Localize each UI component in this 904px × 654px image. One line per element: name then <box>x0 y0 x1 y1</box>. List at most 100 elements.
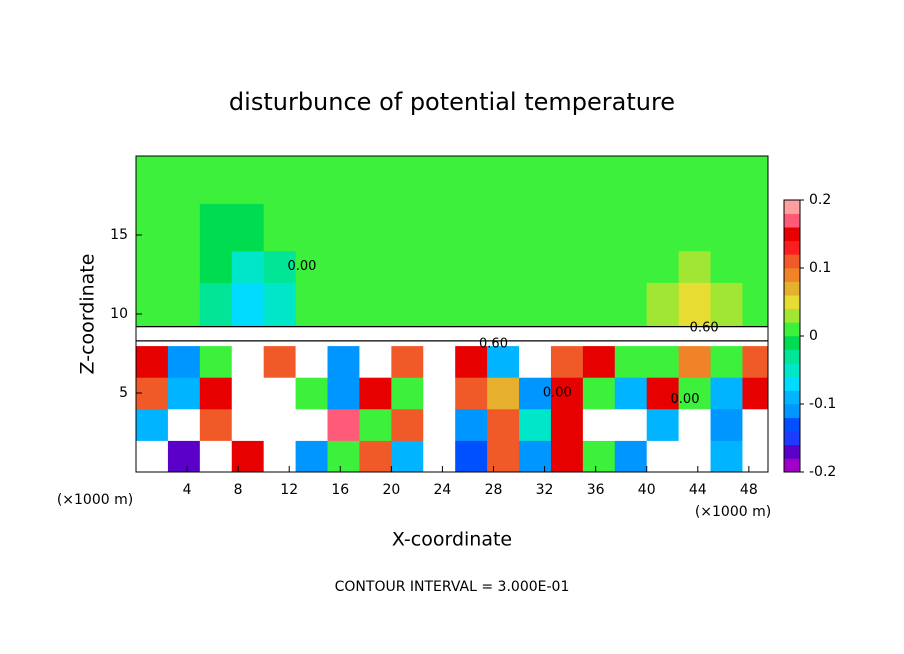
field-cell <box>455 345 488 378</box>
field-cell <box>327 250 360 283</box>
field-cell <box>359 282 392 328</box>
field-cell <box>487 282 520 328</box>
y-tick-label: 10 <box>110 306 128 322</box>
field-cell <box>614 440 648 472</box>
colorbar-tick-label: -0.1 <box>809 396 836 412</box>
field-cell <box>359 203 392 252</box>
field-cell <box>710 156 743 204</box>
field-cell <box>231 408 265 441</box>
field-cell <box>614 326 648 347</box>
field-cell <box>519 440 552 472</box>
field-cell <box>423 203 456 252</box>
field-cell <box>646 326 680 347</box>
field-cell <box>742 345 768 378</box>
chart-title: disturbunce of potential temperature <box>229 88 675 116</box>
field-cell <box>742 326 768 347</box>
field-cell <box>614 345 648 378</box>
field-cell <box>550 408 584 441</box>
x-tick-label: 24 <box>434 482 452 498</box>
field-cell <box>487 440 520 472</box>
contour-label: 0.00 <box>288 259 317 274</box>
field-cell <box>487 345 520 378</box>
field-cell <box>359 440 392 472</box>
field-cell <box>710 203 743 252</box>
field-cell <box>614 250 648 283</box>
field-cell <box>646 345 680 378</box>
field-cell <box>359 250 392 283</box>
field-cell <box>742 282 768 328</box>
field-cell <box>710 250 743 283</box>
field-cell <box>391 250 424 283</box>
field-cell <box>263 156 297 204</box>
field-cell <box>614 156 648 204</box>
field-cell <box>710 345 743 378</box>
field-cell <box>359 326 392 347</box>
field-cell <box>710 282 743 328</box>
field-cell <box>423 440 456 472</box>
colorbar-swatch <box>784 268 800 282</box>
field-cell <box>519 250 552 283</box>
field-cell <box>582 440 616 472</box>
y-axis-label: Z-coordinate <box>77 254 99 375</box>
contour-label: 0.60 <box>479 337 508 352</box>
field-cell <box>550 282 584 328</box>
field-cell <box>646 408 680 441</box>
field-cell <box>136 326 169 347</box>
field-cell <box>423 156 456 204</box>
colorbar-tick-label: 0.2 <box>809 192 831 208</box>
field-cell <box>455 282 488 328</box>
field-cell <box>487 408 520 441</box>
field-cell <box>327 282 360 328</box>
field-cell <box>742 440 768 472</box>
field-cell <box>231 282 265 328</box>
colorbar-swatch <box>784 417 800 432</box>
field-cell <box>710 377 743 410</box>
field-cell <box>423 326 456 347</box>
field-cell <box>231 156 265 204</box>
field-cell <box>678 282 712 328</box>
field-cell <box>455 408 488 441</box>
field-cell <box>136 156 169 204</box>
field-cell <box>550 203 584 252</box>
field-cell <box>231 440 265 472</box>
field-cell <box>327 326 360 347</box>
field-cell <box>359 408 392 441</box>
field-cell <box>519 345 552 378</box>
field-cell <box>582 156 616 204</box>
field-cell <box>295 250 329 283</box>
field-cell <box>614 203 648 252</box>
field-cell <box>423 377 456 410</box>
field-cell <box>678 440 712 472</box>
field-cell <box>295 440 329 472</box>
field-cell <box>550 250 584 283</box>
field-cell <box>646 203 680 252</box>
field-cell <box>327 408 360 441</box>
x-tick-label: 40 <box>638 482 656 498</box>
colorbar-swatch <box>784 404 800 418</box>
colorbar-swatch <box>784 200 800 214</box>
colorbar-swatch <box>784 295 800 310</box>
field-cell <box>423 282 456 328</box>
x-unit-label: (×1000 m) <box>695 504 771 520</box>
field-cell <box>678 250 712 283</box>
field-cell <box>742 203 768 252</box>
colorbar-swatch <box>784 349 800 364</box>
field-cell <box>646 250 680 283</box>
y-tick-label: 5 <box>119 385 128 401</box>
field-cell <box>263 282 297 328</box>
field-cell <box>167 282 201 328</box>
field-cell <box>519 156 552 204</box>
x-tick-label: 20 <box>382 482 400 498</box>
field-cell <box>519 326 552 347</box>
field-cell <box>742 156 768 204</box>
field-cell <box>167 408 201 441</box>
field-cell <box>167 203 201 252</box>
field-cell <box>710 440 743 472</box>
field-cell <box>550 345 584 378</box>
field-cell <box>614 377 648 410</box>
x-tick-label: 48 <box>740 482 758 498</box>
field-cell <box>167 377 201 410</box>
contour-label: 0.60 <box>690 321 719 336</box>
field-cell <box>295 326 329 347</box>
field-cell <box>487 250 520 283</box>
